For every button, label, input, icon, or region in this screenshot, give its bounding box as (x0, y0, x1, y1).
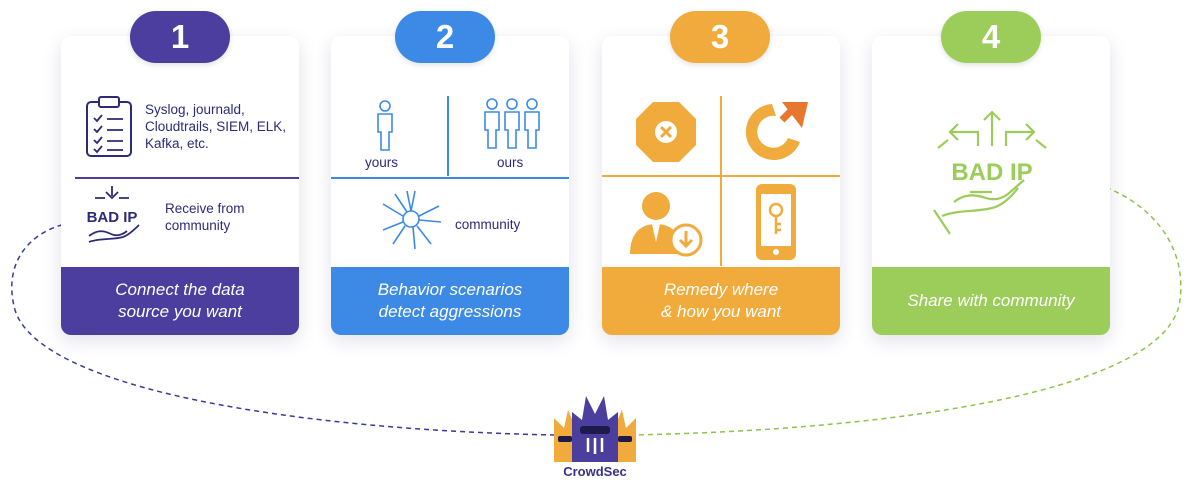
loop-arrow-right (629, 171, 1182, 436)
step-card-1: Syslog, journald, Cloudtrails, SIEM, ELK… (61, 36, 299, 335)
data-sources-text: Syslog, journald, Cloudtrails, SIEM, ELK… (145, 102, 287, 151)
card2-vdivider (447, 96, 449, 176)
step-number-3: 3 (670, 11, 770, 63)
yours-label: yours (365, 155, 399, 170)
step4-footer: Share with community (872, 267, 1110, 335)
card3-vdivider (720, 96, 722, 266)
step-number-2: 2 (395, 11, 495, 63)
ours-label: ours (497, 155, 524, 170)
refresh-icon (745, 102, 808, 160)
step1-footer: Connect the data source you want (61, 267, 299, 335)
block-octagon-icon (636, 102, 696, 162)
phone-key-icon (756, 184, 796, 260)
group-people-icon (484, 98, 540, 149)
card1-divider (75, 177, 299, 179)
step-number-4: 4 (941, 11, 1041, 63)
step2-footer: Behavior scenarios detect aggressions (331, 267, 569, 335)
card3-hdivider (602, 175, 840, 177)
community-label: community (455, 217, 521, 232)
crowdsec-logo-icon (554, 396, 636, 462)
receive-text: Receive from community (165, 201, 245, 233)
community-hands-icon (382, 190, 442, 250)
card2-hdivider (331, 177, 569, 179)
step-number-1: 1 (130, 11, 230, 63)
step-card-3: Remedy where & how you want (602, 36, 840, 335)
crowdsec-logo-text: CrowdSec (563, 464, 627, 479)
step-card-4: BAD IP Share with community (872, 36, 1110, 335)
clipboard-icon (86, 96, 132, 157)
card4-badip-label: BAD IP (951, 159, 1032, 186)
card1-badip-label: BAD IP (87, 209, 138, 226)
step-card-2: yours ours community Behavior scenarios … (331, 36, 569, 335)
bad-ip-hand-icon: BAD IP (87, 186, 140, 243)
step3-footer: Remedy where & how you want (602, 267, 840, 335)
share-bad-ip-icon: BAD IP (933, 110, 1047, 235)
user-download-icon (630, 192, 703, 257)
single-person-icon (377, 100, 393, 151)
loop-arrow-left (11, 216, 556, 436)
